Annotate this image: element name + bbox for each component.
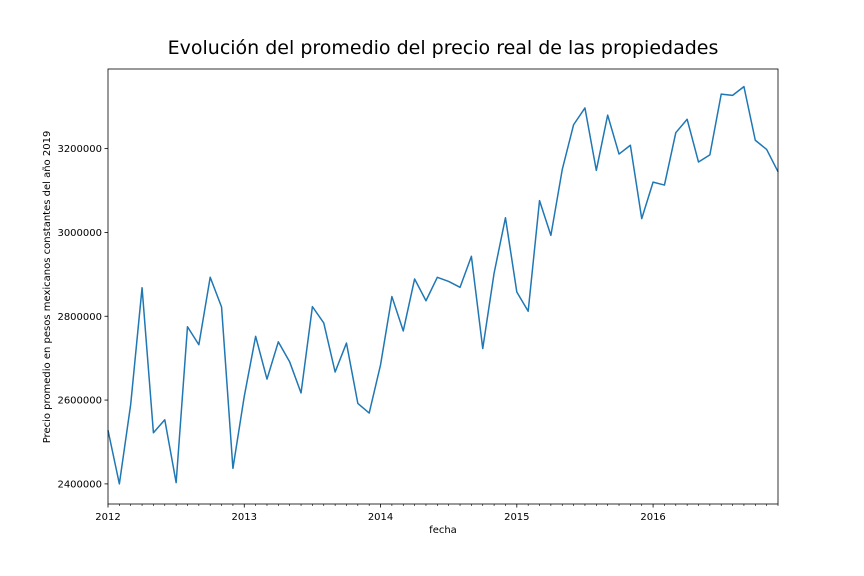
data-point <box>447 280 449 282</box>
data-point <box>686 118 688 120</box>
data-point <box>391 295 393 297</box>
x-tick-label: 2013 <box>232 512 257 523</box>
data-point <box>198 344 200 346</box>
data-point <box>152 432 154 434</box>
data-point <box>436 276 438 278</box>
data-point <box>743 85 745 87</box>
y-tick-label: 2600000 <box>57 396 102 407</box>
data-point <box>300 392 302 394</box>
data-point <box>641 217 643 219</box>
x-tick-label: 2016 <box>640 512 665 523</box>
data-point <box>629 144 631 146</box>
data-point <box>243 395 245 397</box>
plot-area-frame <box>107 68 779 505</box>
data-point <box>277 341 279 343</box>
data-point <box>572 124 574 126</box>
data-point <box>765 148 767 150</box>
data-point <box>402 330 404 332</box>
data-point <box>118 483 120 485</box>
data-point <box>368 412 370 414</box>
series-line <box>107 85 779 485</box>
data-point <box>311 305 313 307</box>
data-point <box>288 361 290 363</box>
chart-title: Evolución del promedio del precio real d… <box>168 37 719 59</box>
x-tick-label: 2014 <box>368 512 393 523</box>
data-point <box>584 107 586 109</box>
data-point <box>731 94 733 96</box>
data-point <box>186 326 188 328</box>
x-tick-label: 2015 <box>504 512 529 523</box>
y-tick-label: 3200000 <box>57 144 102 155</box>
data-point <box>754 139 756 141</box>
x-tick-label: 2012 <box>95 512 120 523</box>
data-point <box>254 335 256 337</box>
data-point <box>220 306 222 308</box>
data-point <box>675 131 677 133</box>
data-point <box>141 287 143 289</box>
data-point <box>561 168 563 170</box>
data-marks <box>107 85 779 485</box>
data-point <box>323 322 325 324</box>
data-point <box>709 154 711 156</box>
data-point <box>266 378 268 380</box>
y-tick-label: 3000000 <box>57 228 102 239</box>
data-point <box>493 272 495 274</box>
y-tick-label: 2800000 <box>57 312 102 323</box>
data-point <box>379 364 381 366</box>
data-point <box>720 93 722 95</box>
data-point <box>663 184 665 186</box>
data-point <box>345 342 347 344</box>
data-point <box>470 255 472 257</box>
data-point <box>209 276 211 278</box>
x-axis-label: fecha <box>429 525 457 536</box>
data-point <box>459 286 461 288</box>
data-point <box>516 291 518 293</box>
data-point <box>527 310 529 312</box>
data-point <box>595 169 597 171</box>
data-point <box>482 347 484 349</box>
data-point <box>413 278 415 280</box>
data-point <box>164 419 166 421</box>
data-point <box>357 402 359 404</box>
axis-ticks: 2400000 2600000 2800000 3000000 3200000 2012 2… <box>57 144 779 523</box>
y-axis-label: Precio promedio en pesos mexicanos const… <box>42 131 53 444</box>
data-point <box>550 234 552 236</box>
data-point <box>652 181 654 183</box>
data-point <box>538 199 540 201</box>
y-tick-label: 2400000 <box>57 479 102 490</box>
data-point <box>618 153 620 155</box>
data-point <box>504 217 506 219</box>
data-point <box>175 481 177 483</box>
data-point <box>425 300 427 302</box>
data-point <box>130 403 132 405</box>
data-point <box>334 371 336 373</box>
data-point <box>606 114 608 116</box>
data-point <box>232 467 234 469</box>
data-point <box>697 161 699 163</box>
